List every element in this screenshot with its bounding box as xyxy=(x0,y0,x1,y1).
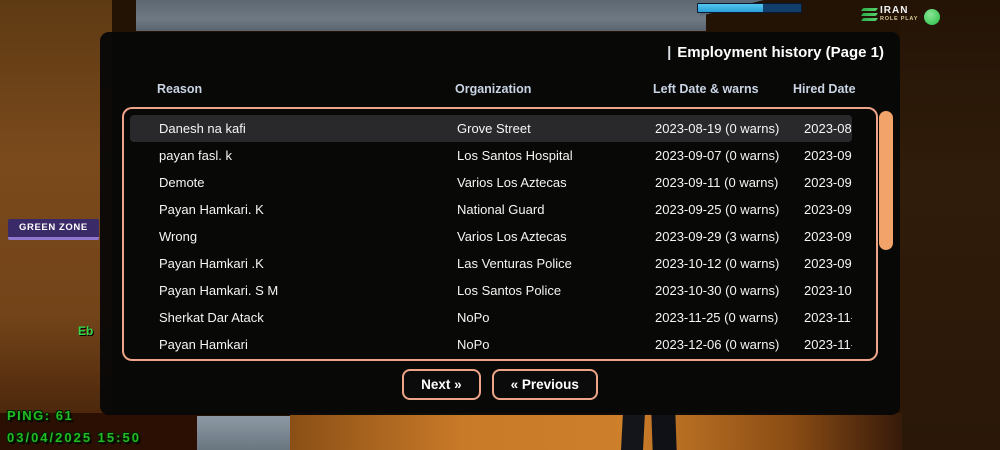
cell-hired-date: 2023-09-1 xyxy=(804,202,852,217)
background-top-wall xyxy=(136,0,706,31)
cell-left-date: 2023-09-11 (0 warns) xyxy=(655,175,779,190)
cell-reason: payan fasl. k xyxy=(159,148,232,163)
cell-organization: Los Santos Police xyxy=(457,283,562,298)
table-row[interactable]: Sherkat Dar Atack NoPo 2023-11-25 (0 war… xyxy=(130,304,852,331)
cell-left-date: 2023-09-25 (0 warns) xyxy=(655,202,780,217)
logo-name: IRAN xyxy=(880,5,909,16)
cell-organization: NoPo xyxy=(457,310,490,325)
cell-left-date: 2023-10-30 (0 warns) xyxy=(655,283,780,298)
previous-button[interactable]: « Previous xyxy=(491,369,598,400)
cell-left-date: 2023-08-19 (0 warns) xyxy=(655,121,780,136)
cell-left-date: 2023-11-25 (0 warns) xyxy=(655,310,779,325)
cell-left-date: 2023-09-29 (3 warns) xyxy=(655,229,780,244)
column-header-organization: Organization xyxy=(455,82,532,96)
cell-hired-date: 2023-08-1 xyxy=(804,121,852,136)
cell-organization: Los Santos Hospital xyxy=(457,148,573,163)
cell-hired-date: 2023-10-1 xyxy=(804,283,852,298)
cell-organization: Varios Los Aztecas xyxy=(457,229,567,244)
background-gray-slab xyxy=(197,416,292,450)
ping-label: PING: 61 xyxy=(7,408,74,423)
status-dot-icon xyxy=(924,9,940,25)
table-row[interactable]: Payan Hamkari. S M Los Santos Police 202… xyxy=(130,277,852,304)
background-right-wall xyxy=(900,0,1000,450)
cell-reason: Payan Hamkari. S M xyxy=(159,283,279,298)
scrollbar-thumb[interactable] xyxy=(879,111,893,250)
pagination-buttons: Next » « Previous xyxy=(100,369,900,400)
dialog-title-text: Employment history (Page 1) xyxy=(677,44,884,61)
cell-organization: Varios Los Aztecas xyxy=(457,175,567,190)
background-floor xyxy=(290,413,902,450)
cell-left-date: 2023-10-12 (0 warns) xyxy=(655,256,780,271)
player-leg-right xyxy=(651,413,677,450)
cell-organization: National Guard xyxy=(457,202,545,217)
server-logo: IRAN ROLE PLAY xyxy=(860,5,919,23)
cell-organization: NoPo xyxy=(457,337,490,352)
cell-organization: Grove Street xyxy=(457,121,531,136)
green-zone-badge: GREEN ZONE xyxy=(8,219,99,240)
health-bar xyxy=(697,3,802,13)
datetime-label: 03/04/2025 15:50 xyxy=(7,430,141,445)
table-row[interactable]: Demote Varios Los Aztecas 2023-09-11 (0 … xyxy=(130,169,852,196)
table-row[interactable]: Payan Hamkari NoPo 2023-12-06 (0 warns) … xyxy=(130,331,852,358)
title-bar-glyph: | xyxy=(667,44,672,61)
table-row[interactable]: Danesh na kafi Grove Street 2023-08-19 (… xyxy=(130,115,852,142)
employment-table: Danesh na kafi Grove Street 2023-08-19 (… xyxy=(122,107,878,361)
cell-reason: Payan Hamkari. K xyxy=(159,202,264,217)
table-row[interactable]: Payan Hamkari .K Las Venturas Police 202… xyxy=(130,250,852,277)
column-header-hired-date: Hired Date xyxy=(793,82,856,96)
cell-reason: Danesh na kafi xyxy=(159,121,246,136)
health-bar-fill xyxy=(698,4,763,12)
cell-hired-date: 2023-09-0 xyxy=(804,148,852,163)
cell-left-date: 2023-09-07 (0 warns) xyxy=(655,148,780,163)
table-row[interactable]: Payan Hamkari. K National Guard 2023-09-… xyxy=(130,196,852,223)
employment-history-dialog: | Employment history (Page 1) Reason Orga… xyxy=(100,32,900,415)
cell-hired-date: 2023-11-2 xyxy=(804,337,852,352)
player-leg-left xyxy=(621,413,645,450)
table-row[interactable]: payan fasl. k Los Santos Hospital 2023-0… xyxy=(130,142,852,169)
cell-hired-date: 2023-09-1 xyxy=(804,175,852,190)
cell-hired-date: 2023-09-2 xyxy=(804,229,852,244)
logo-subtitle: ROLE PLAY xyxy=(880,16,919,22)
cell-reason: Wrong xyxy=(159,229,198,244)
dialog-title: | Employment history (Page 1) xyxy=(667,44,884,61)
column-headers: Reason Organization Left Date & warns Hi… xyxy=(122,82,878,96)
cell-reason: Payan Hamkari xyxy=(159,337,248,352)
cell-hired-date: 2023-09-2 xyxy=(804,256,852,271)
column-header-reason: Reason xyxy=(157,82,203,96)
table-row[interactable]: Wrong Varios Los Aztecas 2023-09-29 (3 w… xyxy=(130,223,852,250)
cell-reason: Demote xyxy=(159,175,205,190)
cell-reason: Sherkat Dar Atack xyxy=(159,310,264,325)
logo-stripes-icon xyxy=(860,7,879,21)
background-bottom-dark xyxy=(0,413,198,450)
chat-partial-text: Eb xyxy=(78,324,94,338)
cell-reason: Payan Hamkari .K xyxy=(159,256,264,271)
cell-left-date: 2023-12-06 (0 warns) xyxy=(655,337,780,352)
column-header-left-date: Left Date & warns xyxy=(653,82,759,96)
cell-hired-date: 2023-11-1 xyxy=(804,310,852,325)
next-button[interactable]: Next » xyxy=(402,369,481,400)
cell-organization: Las Venturas Police xyxy=(457,256,572,271)
